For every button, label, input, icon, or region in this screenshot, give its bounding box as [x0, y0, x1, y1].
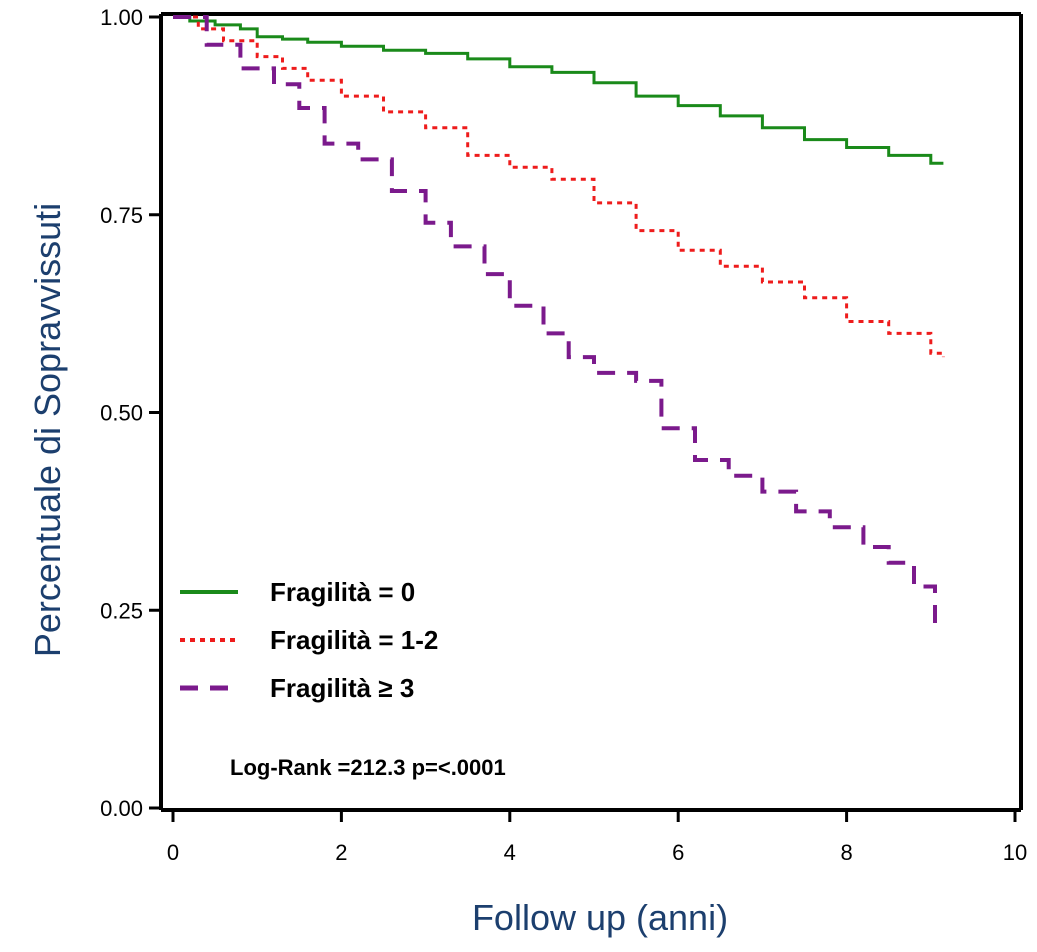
y-tick-label: 1.00: [100, 5, 143, 30]
legend-label-2: Fragilità = 1-2: [270, 625, 438, 655]
legend-label-1: Fragilità = 0: [270, 577, 415, 607]
x-axis-ticks: 0 2 4 6 8 10: [167, 810, 1027, 865]
stat-annotation: Log-Rank =212.3 p=<.0001: [230, 755, 506, 780]
series-line-3: [173, 15, 937, 627]
y-tick-label: 0.25: [100, 598, 143, 623]
y-tick-label: 0.50: [100, 401, 143, 426]
y-axis-ticks: 0.00 0.25 0.50 0.75 1.00: [100, 5, 161, 821]
x-tick-label: 4: [504, 840, 516, 865]
y-axis-title: Percentuale di Sopravvissuti: [27, 203, 68, 657]
legend-label-3: Fragilità ≥ 3: [270, 673, 414, 703]
plot-frame: [159, 12, 1023, 812]
y-tick-label: 0.00: [100, 796, 143, 821]
series-layer: [173, 15, 945, 627]
series-line-1: [173, 15, 944, 165]
x-tick-label: 0: [167, 840, 179, 865]
series-line-2: [173, 15, 945, 358]
y-tick-label: 0.75: [100, 203, 143, 228]
x-tick-label: 2: [335, 840, 347, 865]
x-tick-label: 10: [1003, 840, 1027, 865]
x-axis-title: Follow up (anni): [472, 897, 728, 938]
x-tick-label: 8: [840, 840, 852, 865]
x-tick-label: 6: [672, 840, 684, 865]
legend: Fragilità = 0 Fragilità = 1-2 Fragilità ≥ …: [180, 577, 438, 703]
